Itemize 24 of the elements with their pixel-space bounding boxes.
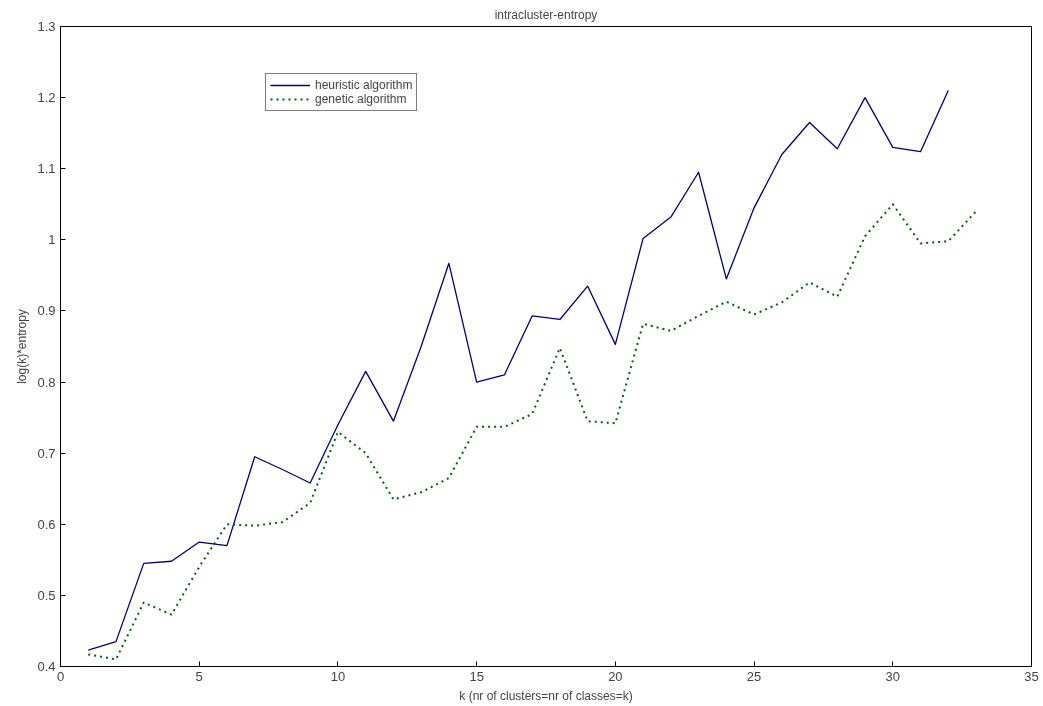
x-axis-title: k (nr of clusters=nr of classes=k) (459, 688, 633, 703)
y-tick-label: 1.2 (37, 90, 56, 106)
y-tick-label: 1 (48, 232, 56, 248)
y-tick-label: 0.6 (37, 516, 56, 532)
x-tick-label: 10 (330, 668, 346, 684)
x-tick-label: 25 (746, 668, 762, 684)
legend-label: heuristic algorithm (315, 78, 413, 92)
chart-title: intracluster-entropy (494, 7, 598, 22)
x-tick-label: 15 (469, 668, 484, 684)
y-tick-label: 0.7 (37, 445, 56, 461)
x-tick-label: 5 (195, 668, 203, 684)
line-series (87, 203, 978, 661)
y-tick-label: 1.3 (37, 19, 56, 34)
y-tick-label: 0.4 (37, 659, 56, 674)
y-tick-label: 0.9 (37, 303, 56, 319)
x-tick-label: 35 (1024, 668, 1039, 684)
y-tick-label: 1.1 (37, 161, 56, 177)
y-axis-title: log(k)*entropy (15, 309, 30, 384)
x-tick-label: 20 (608, 668, 623, 684)
x-tick-label: 30 (885, 668, 901, 684)
legend-label: genetic algorithm (315, 92, 407, 106)
y-tick-label: 0.5 (37, 587, 56, 603)
x-tick-label: 0 (56, 668, 65, 684)
y-tick-label: 0.8 (37, 374, 56, 390)
